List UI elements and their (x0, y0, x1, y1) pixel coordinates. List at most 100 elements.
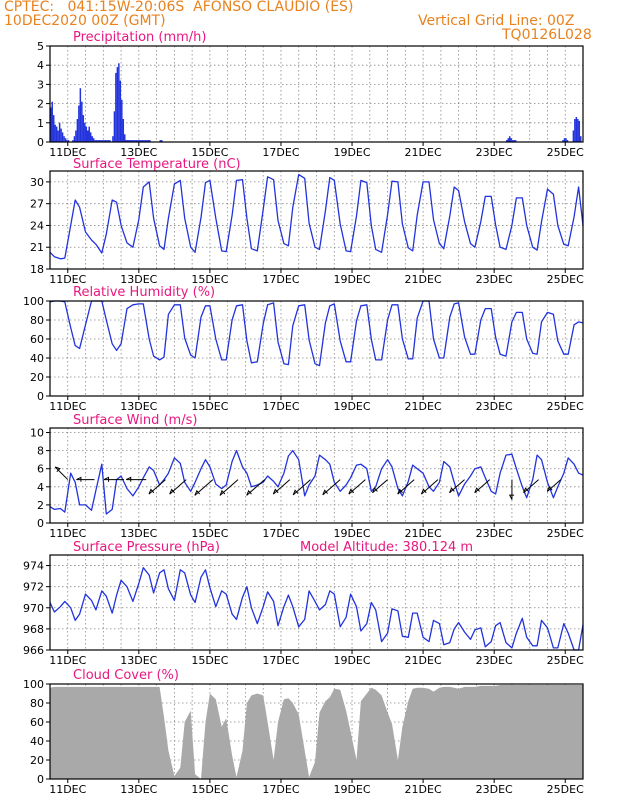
precip-bar (116, 67, 119, 142)
precip-bar (81, 101, 83, 142)
rh-xtick-label: 13DEC (120, 400, 157, 413)
precip-bar (565, 138, 567, 142)
precip-bar (143, 140, 145, 142)
pres-altitude-annotation: Model Altitude: 380.124 m (300, 540, 473, 555)
cloud-xtick-label: 17DEC (262, 783, 299, 796)
rh-series-line (49, 300, 584, 367)
precip-bar (107, 140, 110, 142)
rh-frame (49, 300, 584, 397)
precip-bar (63, 136, 65, 142)
precip-bar (507, 138, 509, 142)
wind-arrow (372, 479, 388, 494)
precip-bar (89, 132, 92, 142)
cloud-xtick-label: 21DEC (405, 783, 442, 796)
precip-bar (60, 128, 62, 142)
wind-arrow (54, 466, 69, 480)
pres-ytick-label: 966 (23, 644, 44, 657)
precip-bar (128, 140, 130, 142)
temp-xtick-label: 19DEC (333, 273, 370, 286)
precip-bar (135, 140, 138, 142)
wind-arrow-head (148, 488, 155, 495)
precip-xtick-label: 25DEC (547, 146, 584, 159)
temp-ytick-label: 27 (30, 198, 44, 211)
temp-ytick-label: 24 (30, 219, 44, 232)
cloud-xtick-label: 13DEC (120, 783, 157, 796)
precip-bar (506, 140, 508, 142)
cloud-xtick-label: 11DEC (49, 783, 86, 796)
rh-ytick-label: 100 (23, 295, 44, 308)
precip-bar (85, 126, 88, 142)
wind-arrow-head (103, 476, 110, 482)
cloud-ytick-label: 0 (37, 773, 44, 786)
precip-bar (104, 140, 107, 142)
rh-xtick-label: 25DEC (547, 400, 584, 413)
precip-bar (140, 140, 142, 142)
wind-arrow-head (126, 476, 132, 482)
precip-ytick-label: 5 (37, 40, 44, 53)
precip-bar (580, 136, 582, 142)
wind-arrow-head (508, 494, 515, 500)
rh-xtick-label: 19DEC (333, 400, 370, 413)
wind-arrow-head (348, 488, 355, 495)
precip-bar (54, 124, 56, 142)
precip-bar (115, 72, 117, 142)
wind-ytick-label: 10 (30, 427, 44, 440)
precip-bar (121, 99, 123, 142)
wind-arrow (523, 479, 539, 494)
cloud-xtick-label: 19DEC (333, 783, 370, 796)
wind-arrow (273, 479, 291, 495)
wind-arrow (219, 479, 239, 496)
wind-arrow-head (420, 488, 427, 495)
cloud-area (50, 685, 583, 779)
temp-title: Surface Temperature (nC) (73, 157, 241, 172)
temp-panel: 18 21 24 27 30 11DEC 13DEC 15DEC 17DEC 19DEC 21DEC… (30, 157, 584, 286)
precip-bar (146, 140, 148, 142)
wind-xtick-label: 17DEC (262, 527, 299, 540)
rh-xtick-label: 17DEC (262, 400, 299, 413)
wind-xtick-label: 13DEC (120, 527, 157, 540)
pres-xtick-label: 17DEC (262, 654, 299, 667)
precip-bar (510, 138, 512, 142)
precip-bar (508, 136, 511, 142)
wind-xtick-label: 15DEC (191, 527, 228, 540)
precip-bar (57, 130, 59, 142)
cloud-ytick-label: 100 (23, 678, 44, 691)
precip-bar (159, 140, 162, 142)
wind-arrow-head (474, 487, 480, 493)
wind-speed-line (49, 449, 584, 515)
precip-bar (106, 140, 108, 142)
wind-arrow (546, 479, 562, 492)
wind-ytick-label: 6 (37, 463, 44, 476)
cloud-xtick-label: 25DEC (547, 783, 584, 796)
pres-xtick-label: 15DEC (191, 654, 228, 667)
rh-xtick-label: 21DEC (405, 400, 442, 413)
precip-bar (138, 140, 141, 142)
precip-frame (49, 45, 584, 143)
wind-xtick-label: 23DEC (476, 527, 513, 540)
pres-series-line (49, 567, 584, 651)
temp-xtick-label: 21DEC (405, 273, 442, 286)
pres-xtick-label: 25DEC (547, 654, 584, 667)
rh-xtick-label: 11DEC (49, 400, 86, 413)
precip-bar (82, 115, 85, 142)
wind-ytick-label: 4 (37, 481, 44, 494)
cloud-panel: 0 20 40 60 80 100 11DEC 13DEC 15DEC 17DEC 19DEC 21D… (23, 668, 584, 796)
wind-arrow (246, 479, 266, 496)
temp-xtick-label: 11DEC (49, 273, 86, 286)
precip-xtick-label: 23DEC (476, 146, 513, 159)
precip-bar (134, 140, 136, 142)
precip-bar (514, 140, 517, 142)
precip-bar (64, 138, 67, 142)
precip-bar (563, 138, 566, 142)
precip-bar (84, 122, 86, 142)
wind-arrow-head (55, 466, 61, 473)
wind-arrow (148, 479, 166, 495)
wind-arrow-head (292, 489, 299, 496)
pres-ytick-label: 970 (23, 602, 44, 615)
wind-ytick-label: 0 (37, 517, 44, 530)
precip-bar (126, 140, 129, 142)
precip-bar (577, 119, 579, 142)
temp-ytick-label: 30 (30, 176, 44, 189)
precip-xtick-label: 19DEC (333, 146, 370, 159)
